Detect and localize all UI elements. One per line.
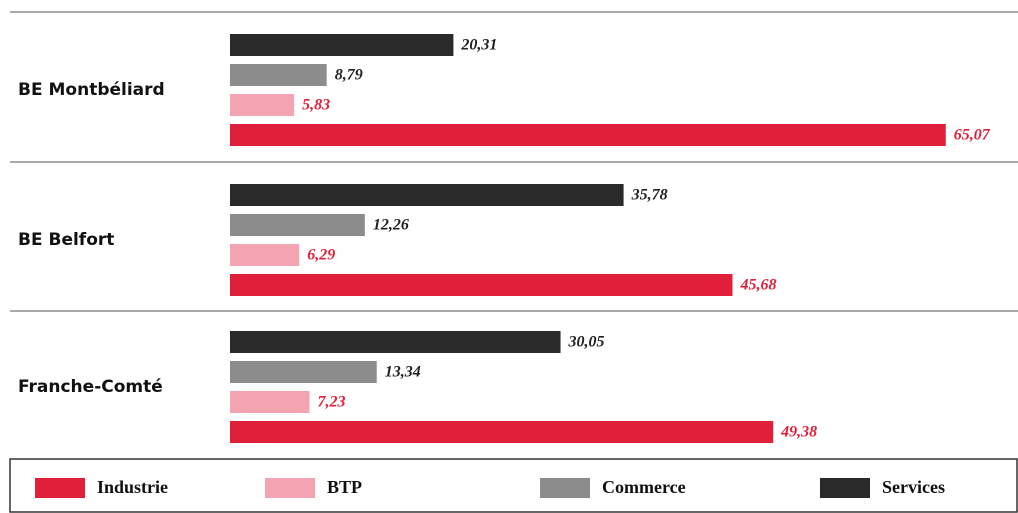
legend-swatch — [265, 478, 315, 498]
legend-swatch — [820, 478, 870, 498]
value-label: 35,78 — [631, 187, 668, 204]
legend-label: Industrie — [97, 477, 168, 497]
value-label: 7,23 — [318, 394, 346, 411]
category-label: BE Montbéliard — [18, 80, 165, 100]
value-label: 45,68 — [739, 277, 776, 294]
value-label: 6,29 — [307, 247, 335, 264]
bar — [230, 361, 377, 383]
legend-swatch — [35, 478, 85, 498]
bar — [230, 244, 300, 266]
bar — [230, 124, 946, 146]
value-label: 49,38 — [780, 424, 817, 441]
value-label: 30,05 — [568, 334, 605, 351]
bar — [230, 421, 774, 443]
bar — [230, 274, 733, 296]
category-label: BE Belfort — [18, 230, 114, 250]
value-label: 20,31 — [460, 37, 497, 54]
bar — [230, 391, 310, 413]
legend-box — [9, 458, 1018, 513]
legend-label: Commerce — [602, 477, 686, 497]
category-label: Franche-Comté — [18, 377, 163, 397]
value-label: 65,07 — [954, 127, 991, 144]
bar — [230, 94, 295, 116]
bar — [230, 64, 327, 86]
value-label: 12,26 — [373, 217, 409, 234]
legend-label: BTP — [327, 477, 362, 497]
legend-label: Services — [882, 477, 945, 497]
bar — [230, 214, 365, 236]
bar — [230, 34, 454, 56]
value-label: 5,83 — [302, 97, 330, 114]
value-label: 13,34 — [385, 364, 421, 381]
legend-swatch — [540, 478, 590, 498]
value-label: 8,79 — [335, 67, 363, 84]
bar — [230, 184, 624, 206]
bar — [230, 331, 561, 353]
